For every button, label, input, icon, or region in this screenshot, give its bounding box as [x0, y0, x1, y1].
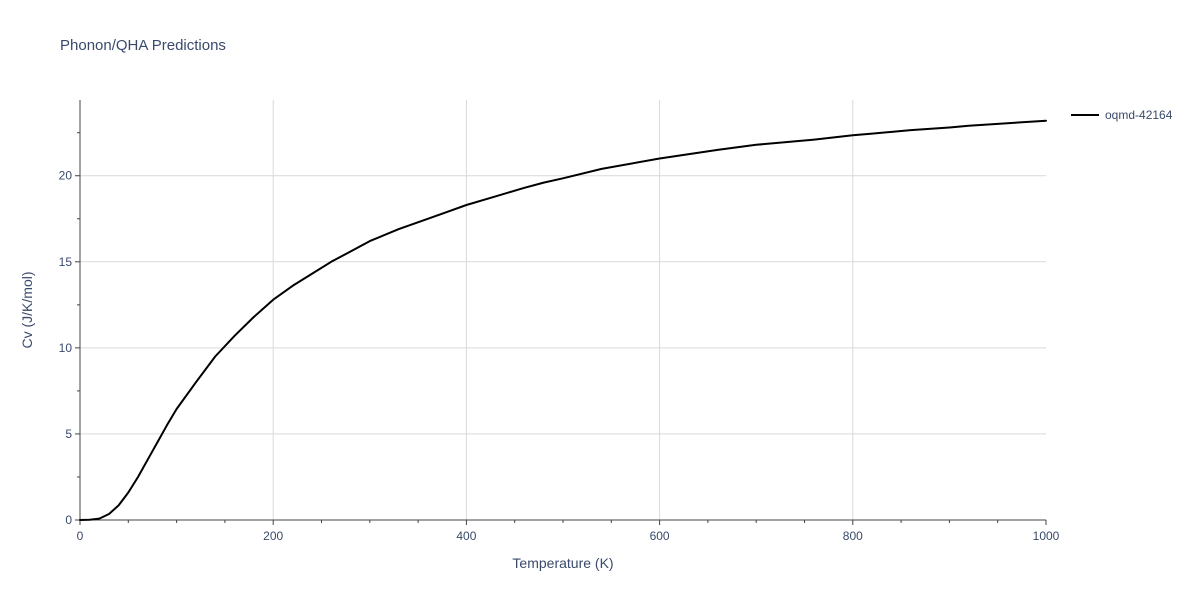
x-grid: [272, 100, 854, 520]
x-tick-label: 800: [843, 529, 863, 543]
y-tick-label: 15: [59, 255, 73, 269]
legend[interactable]: oqmd-42164: [1071, 108, 1173, 122]
x-ticks: 0 200 400 600 800 1000: [77, 520, 1060, 543]
chart-title: Phonon/QHA Predictions: [60, 37, 226, 54]
y-tick-label: 20: [59, 169, 73, 183]
x-tick-label: 200: [263, 529, 283, 543]
y-tick-label: 0: [65, 513, 72, 527]
x-tick-label: 600: [650, 529, 670, 543]
y-ticks: 0 5 10 15 20: [59, 132, 80, 527]
x-tick-label: 400: [456, 529, 476, 543]
y-grid: [80, 175, 1046, 435]
y-tick-label: 10: [59, 341, 73, 355]
y-axis-title: Cv (J/K/mol): [19, 272, 35, 349]
x-tick-label: 0: [77, 529, 84, 543]
y-tick-label: 5: [65, 427, 72, 441]
x-axis-title: Temperature (K): [512, 555, 613, 571]
x-tick-label: 1000: [1033, 529, 1060, 543]
series-group: [79, 119, 1047, 521]
legend-label: oqmd-42164: [1105, 108, 1173, 122]
series-line: [79, 119, 1047, 521]
